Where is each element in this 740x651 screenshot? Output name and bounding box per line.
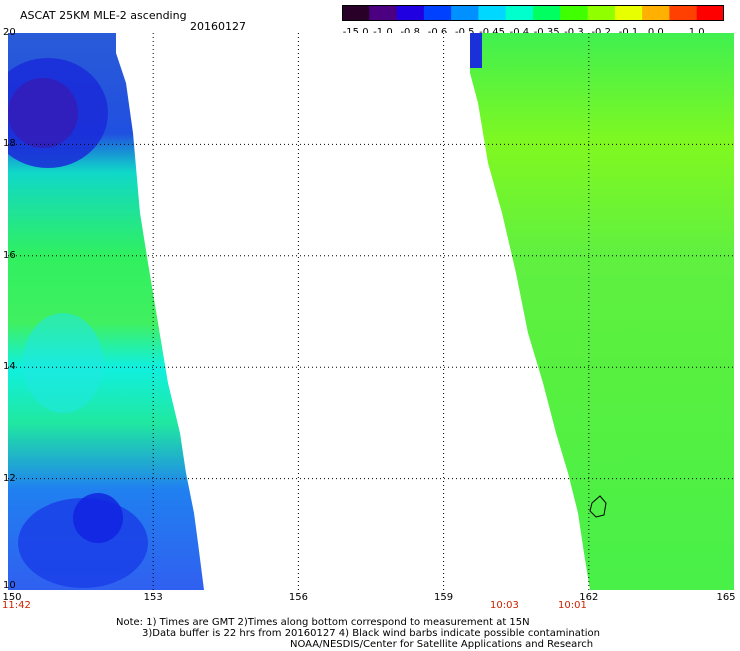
colorbar-tick-label: -1.0 <box>373 27 393 38</box>
colorbar-tick-label: -0.2 <box>591 27 611 38</box>
low-wind-core-south <box>73 493 123 543</box>
colorbar-swatch <box>342 5 370 21</box>
colorbar-swatches <box>342 5 725 21</box>
longitude-label: 165 <box>716 592 736 603</box>
cyan-region <box>23 313 103 413</box>
latitude-label: 20 <box>3 27 16 38</box>
colorbar-swatch <box>669 5 698 21</box>
colorbar-swatch <box>560 5 589 21</box>
low-wind-patch <box>470 33 482 68</box>
latitude-label: 14 <box>3 361 16 373</box>
note-line-2: 3)Data buffer is 22 hrs from 20160127 4)… <box>142 628 600 639</box>
note-line-1: Note: 1) Times are GMT 2)Times along bot… <box>116 617 530 628</box>
colorbar-tick-label: -0.5 <box>455 27 475 38</box>
colorbar-tick-label: 1.0 <box>689 27 705 38</box>
colorbar-tick-label: -0.45 <box>479 27 505 38</box>
right-swath <box>470 33 734 590</box>
wind-field <box>8 33 734 590</box>
wind-map <box>8 33 734 590</box>
colorbar-tick-label: 0.0 <box>648 27 664 38</box>
latitude-label: 12 <box>3 472 16 484</box>
contamination-contour <box>589 495 607 518</box>
left-swath <box>8 33 204 590</box>
product-title: ASCAT 25KM MLE-2 ascending <box>20 9 187 22</box>
colorbar-swatch <box>369 5 398 21</box>
colorbar-swatch <box>614 5 643 21</box>
latitude-label: 10 <box>3 580 16 591</box>
colorbar-tick-label: -0.6 <box>428 27 448 38</box>
colorbar-swatch <box>642 5 670 21</box>
colorbar-swatch <box>505 5 534 21</box>
longitude-label: 159 <box>434 592 454 603</box>
colorbar-swatch <box>396 5 425 21</box>
latitude-label: 16 <box>3 249 16 261</box>
longitude-label: 162 <box>579 592 599 603</box>
colorbar-swatch <box>451 5 479 21</box>
colorbar <box>342 5 725 21</box>
low-wind-core-north <box>8 78 78 148</box>
note-line-3: NOAA/NESDIS/Center for Satellite Applica… <box>290 639 594 650</box>
colorbar-swatch <box>478 5 507 21</box>
colorbar-tick-label: -0.3 <box>564 27 584 38</box>
colorbar-tick-label: -0.4 <box>510 27 530 38</box>
colorbar-swatch <box>423 5 452 21</box>
colorbar-tick-label: -0.8 <box>400 27 420 38</box>
colorbar-swatch <box>587 5 616 21</box>
product-date: 20160127 <box>190 20 246 33</box>
colorbar-tick-label: -15.0 <box>343 27 369 38</box>
colorbar-tick-label: -0.35 <box>534 27 560 38</box>
longitude-label: 150 <box>2 592 22 603</box>
time-label-left: 11:42 <box>2 600 31 611</box>
colorbar-swatch <box>696 5 725 21</box>
colorbar-swatch <box>533 5 561 21</box>
time-label-right: 10:01 <box>558 600 587 611</box>
longitude-label: 153 <box>143 592 163 603</box>
time-label-mid: 10:03 <box>490 600 519 611</box>
colorbar-frame <box>342 5 724 21</box>
latitude-label: 18 <box>3 138 16 150</box>
colorbar-tick-label: -0.1 <box>619 27 639 38</box>
graticule <box>8 33 734 590</box>
longitude-label: 156 <box>288 592 308 603</box>
